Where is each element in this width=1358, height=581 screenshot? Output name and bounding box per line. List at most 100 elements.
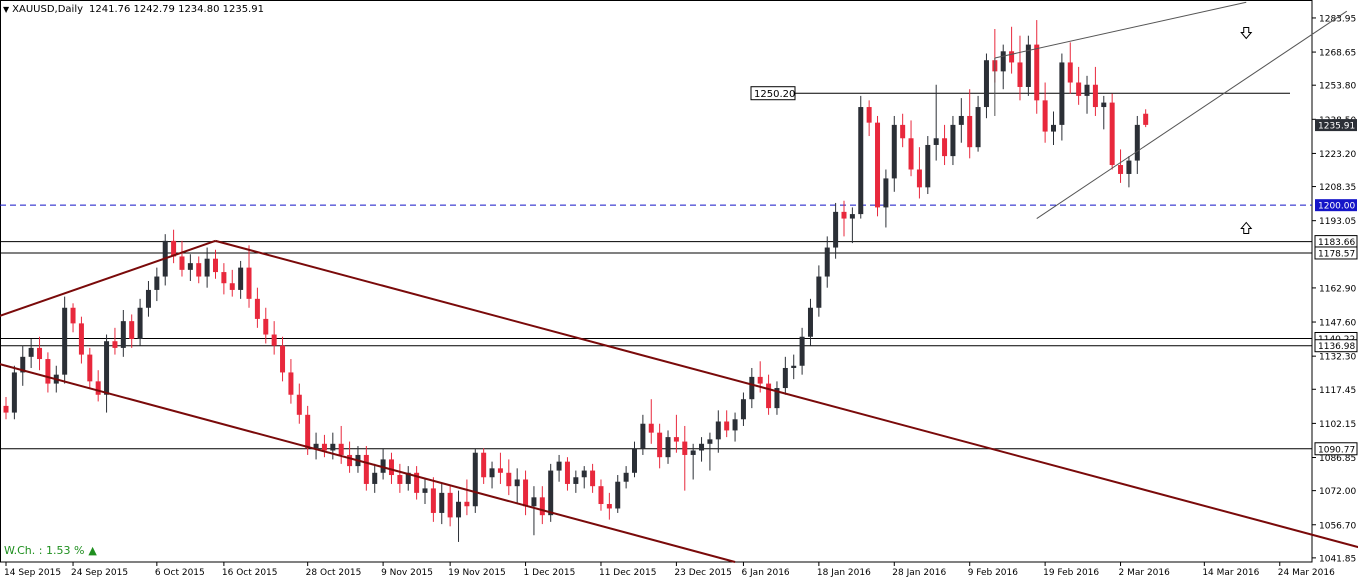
y-tick-label: 1147.60 — [1319, 319, 1356, 329]
candle-bear — [1009, 51, 1014, 62]
candle-bull — [582, 471, 587, 478]
candle-bear — [724, 422, 729, 431]
y-tick-label: 1102.15 — [1319, 420, 1356, 430]
candle-bear — [649, 424, 654, 433]
candle-bull — [515, 479, 520, 486]
x-tick-label: 28 Jan 2016 — [892, 568, 946, 578]
candle-bull — [632, 448, 637, 473]
x-tick-label: 9 Nov 2015 — [381, 568, 433, 578]
candle-bull — [205, 259, 210, 277]
candle-bear — [590, 471, 595, 487]
candle-bear — [1118, 165, 1123, 174]
candle-bear — [364, 455, 369, 484]
x-tick-label: 18 Jan 2016 — [817, 568, 871, 578]
candle-bear — [565, 462, 570, 484]
candle-bear — [339, 444, 344, 455]
candle-bear — [37, 348, 42, 359]
candle-bull — [314, 444, 319, 448]
candle-bear — [247, 268, 252, 299]
candle-bull — [808, 308, 813, 337]
candle-bull — [800, 337, 805, 366]
candle-bear — [598, 486, 603, 504]
candle-bull — [783, 368, 788, 388]
weekly-change-indicator: W.Ch. : 1.53 % ▲ — [4, 544, 97, 557]
y-tick-label: 1268.65 — [1319, 49, 1356, 59]
candle-bear — [1034, 45, 1039, 101]
candle-bear — [1093, 85, 1098, 107]
y-tick-label: 1193.05 — [1319, 217, 1356, 227]
candle-bear — [758, 377, 763, 384]
candle-bear — [967, 116, 972, 147]
candle-bear — [71, 308, 76, 324]
candle-bear — [1068, 62, 1073, 82]
weekly-change-label: W.Ch. : 1.53 % — [4, 544, 84, 557]
candle-bull — [146, 290, 151, 308]
candle-bull — [666, 437, 671, 457]
candle-bear — [842, 212, 847, 219]
candle-bear — [540, 497, 545, 515]
candle-bull — [699, 444, 704, 451]
candle-bear — [1043, 100, 1048, 131]
x-tick-label: 23 Dec 2015 — [674, 568, 732, 578]
arrow-up-icon — [1241, 222, 1251, 233]
candle-bull — [138, 308, 143, 339]
candle-bear — [280, 346, 285, 373]
candle-bull — [62, 308, 67, 375]
x-tick-label: 14 Mar 2016 — [1202, 568, 1259, 578]
candle-bear — [1110, 103, 1115, 165]
candle-bull — [238, 268, 243, 290]
candle-bull — [707, 439, 712, 443]
candle-bear — [288, 372, 293, 394]
candle-bear — [322, 444, 327, 451]
candle-bull — [330, 444, 335, 451]
candle-bull — [121, 321, 126, 348]
candle-bear — [129, 321, 134, 339]
candle-bull — [691, 450, 696, 454]
x-tick-label: 1 Dec 2015 — [524, 568, 576, 578]
trendline — [1037, 11, 1347, 218]
candle-bull — [925, 145, 930, 187]
level-label: 1200.00 — [1318, 202, 1355, 212]
candle-bull — [892, 125, 897, 179]
candle-bear — [112, 341, 117, 348]
candle-bear — [221, 272, 226, 283]
candle-bull — [1051, 125, 1056, 132]
y-tick-label: 1056.70 — [1319, 521, 1356, 531]
candle-bull — [1001, 51, 1006, 71]
candle-bear — [397, 475, 402, 484]
x-tick-label: 16 Oct 2015 — [222, 568, 278, 578]
y-tick-label: 1041.85 — [1319, 554, 1356, 564]
candle-bull — [372, 473, 377, 484]
candle-bear — [917, 169, 922, 187]
x-tick-label: 14 Sep 2015 — [4, 568, 61, 578]
arrow-down-icon — [1241, 27, 1251, 38]
candle-bull — [984, 60, 989, 107]
trendline — [216, 241, 1358, 562]
candle-bull — [950, 125, 955, 156]
candle-bull — [791, 366, 796, 368]
y-tick-label: 1162.90 — [1319, 284, 1356, 294]
candle-bear — [96, 381, 101, 394]
candle-bear — [607, 504, 612, 508]
trendline — [0, 364, 735, 562]
candle-bull — [959, 116, 964, 125]
x-tick-label: 9 Feb 2016 — [968, 568, 1019, 578]
x-tick-label: 24 Mar 2016 — [1278, 568, 1335, 578]
candle-bull — [640, 424, 645, 449]
level-label: 1178.57 — [1318, 249, 1355, 259]
candle-bull — [1101, 103, 1106, 107]
candle-bear — [867, 107, 872, 123]
candle-bull — [749, 377, 754, 399]
candle-bull — [188, 263, 193, 270]
y-tick-label: 1208.35 — [1319, 183, 1356, 193]
candle-bull — [934, 138, 939, 145]
candle-bull — [850, 214, 855, 218]
x-tick-label: 28 Oct 2015 — [306, 568, 362, 578]
candle-bear — [506, 473, 511, 486]
candle-bear — [1017, 62, 1022, 87]
candle-bull — [531, 497, 536, 506]
candle-bear — [179, 256, 184, 269]
candle-bear — [297, 395, 302, 415]
trendline — [995, 2, 1246, 58]
